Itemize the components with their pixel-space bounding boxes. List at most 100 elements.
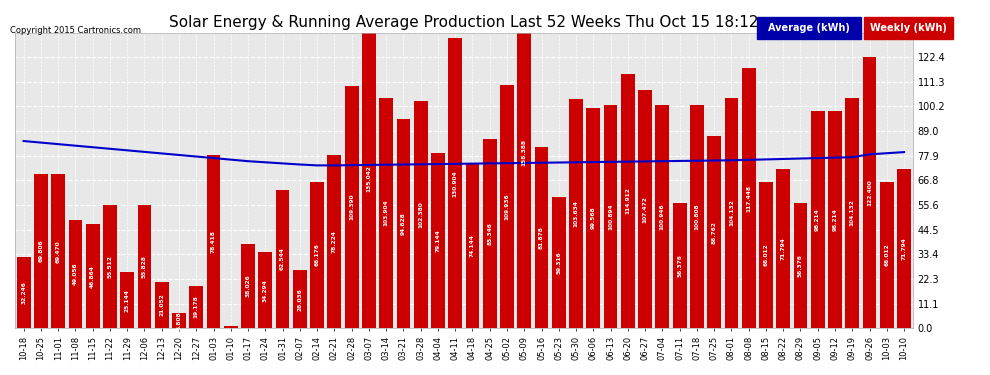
Bar bbox=[673, 203, 686, 328]
Bar bbox=[328, 155, 342, 328]
Bar bbox=[551, 197, 565, 328]
Text: 103.904: 103.904 bbox=[384, 200, 389, 226]
Bar bbox=[500, 85, 514, 328]
Text: 19.178: 19.178 bbox=[194, 296, 199, 318]
Text: 98.214: 98.214 bbox=[815, 208, 821, 231]
Bar bbox=[569, 99, 583, 328]
Bar bbox=[845, 98, 859, 328]
Text: 86.762: 86.762 bbox=[712, 220, 717, 243]
Text: 6.808: 6.808 bbox=[176, 311, 181, 330]
Text: 114.912: 114.912 bbox=[626, 188, 631, 214]
Text: 66.012: 66.012 bbox=[884, 244, 889, 266]
Bar bbox=[345, 86, 358, 328]
Bar bbox=[258, 252, 272, 328]
Text: 107.472: 107.472 bbox=[643, 196, 647, 223]
Bar bbox=[310, 182, 324, 328]
Text: 78.224: 78.224 bbox=[332, 230, 337, 253]
Bar bbox=[431, 153, 445, 328]
Bar bbox=[362, 29, 376, 328]
Bar bbox=[811, 111, 825, 328]
Bar bbox=[86, 224, 100, 328]
Bar bbox=[862, 57, 876, 328]
Text: 81.878: 81.878 bbox=[539, 226, 545, 249]
Title: Solar Energy & Running Average Production Last 52 Weeks Thu Oct 15 18:12: Solar Energy & Running Average Productio… bbox=[169, 15, 758, 30]
Text: 100.894: 100.894 bbox=[608, 203, 613, 230]
Text: 55.512: 55.512 bbox=[108, 255, 113, 278]
Bar bbox=[379, 98, 393, 328]
Bar bbox=[742, 68, 755, 328]
Text: 32.246: 32.246 bbox=[21, 281, 26, 304]
Text: 94.628: 94.628 bbox=[401, 212, 406, 235]
Bar bbox=[224, 326, 238, 328]
Text: 49.056: 49.056 bbox=[73, 262, 78, 285]
Bar bbox=[172, 313, 186, 328]
Bar bbox=[483, 139, 497, 328]
Bar bbox=[414, 102, 428, 328]
Text: 71.794: 71.794 bbox=[781, 237, 786, 260]
Bar bbox=[397, 118, 410, 328]
Text: 98.214: 98.214 bbox=[833, 208, 838, 231]
Bar bbox=[725, 98, 739, 328]
Bar bbox=[759, 182, 773, 328]
Bar bbox=[51, 174, 65, 328]
Text: 135.042: 135.042 bbox=[366, 165, 371, 192]
Text: 74.144: 74.144 bbox=[470, 235, 475, 258]
Text: 109.390: 109.390 bbox=[349, 194, 354, 220]
Text: Copyright 2015 Cartronics.com: Copyright 2015 Cartronics.com bbox=[10, 26, 141, 35]
Text: 102.380: 102.380 bbox=[418, 201, 423, 228]
Bar bbox=[690, 105, 704, 328]
Bar bbox=[242, 244, 255, 328]
Bar bbox=[621, 74, 635, 328]
Text: 79.144: 79.144 bbox=[436, 229, 441, 252]
Bar bbox=[207, 154, 221, 328]
Text: 56.376: 56.376 bbox=[798, 254, 803, 277]
Text: 66.012: 66.012 bbox=[763, 244, 768, 266]
Text: 55.828: 55.828 bbox=[142, 255, 147, 278]
Bar bbox=[293, 270, 307, 328]
Bar bbox=[154, 282, 168, 328]
Text: Average (kWh): Average (kWh) bbox=[768, 23, 849, 33]
Text: 103.634: 103.634 bbox=[573, 200, 578, 227]
Bar bbox=[121, 273, 134, 328]
Text: 109.936: 109.936 bbox=[505, 193, 510, 220]
Bar bbox=[465, 164, 479, 328]
Bar bbox=[103, 205, 117, 328]
Text: 104.132: 104.132 bbox=[849, 200, 854, 226]
Bar bbox=[776, 169, 790, 328]
Bar bbox=[586, 108, 600, 328]
Bar bbox=[518, 0, 532, 328]
Bar bbox=[794, 203, 808, 328]
Bar bbox=[138, 204, 151, 328]
Text: 25.144: 25.144 bbox=[125, 289, 130, 312]
Text: 130.904: 130.904 bbox=[452, 170, 457, 196]
Text: 71.794: 71.794 bbox=[902, 237, 907, 260]
Bar bbox=[535, 147, 548, 328]
Text: 99.568: 99.568 bbox=[591, 207, 596, 229]
Text: 66.176: 66.176 bbox=[315, 243, 320, 266]
Bar bbox=[897, 169, 911, 328]
Text: 34.294: 34.294 bbox=[262, 279, 268, 302]
Text: 100.808: 100.808 bbox=[694, 203, 699, 230]
Text: 158.388: 158.388 bbox=[522, 139, 527, 166]
Bar bbox=[34, 174, 48, 328]
Text: 46.864: 46.864 bbox=[90, 265, 95, 288]
Text: 21.052: 21.052 bbox=[159, 293, 164, 316]
Text: 100.946: 100.946 bbox=[660, 203, 665, 229]
Bar bbox=[17, 257, 31, 328]
Bar bbox=[68, 219, 82, 328]
Bar bbox=[448, 38, 462, 328]
Text: 104.132: 104.132 bbox=[729, 200, 734, 226]
Text: 78.418: 78.418 bbox=[211, 230, 216, 253]
Bar bbox=[880, 182, 894, 328]
Bar bbox=[655, 105, 669, 328]
Text: 62.544: 62.544 bbox=[280, 248, 285, 270]
Text: 122.400: 122.400 bbox=[867, 179, 872, 206]
Text: Weekly (kWh): Weekly (kWh) bbox=[870, 23, 947, 33]
Text: 59.316: 59.316 bbox=[556, 251, 561, 274]
Bar bbox=[189, 286, 203, 328]
Text: 26.036: 26.036 bbox=[297, 288, 302, 310]
Bar bbox=[828, 111, 842, 328]
Text: 69.806: 69.806 bbox=[39, 240, 44, 262]
Text: 56.376: 56.376 bbox=[677, 254, 682, 277]
Bar bbox=[707, 136, 721, 328]
